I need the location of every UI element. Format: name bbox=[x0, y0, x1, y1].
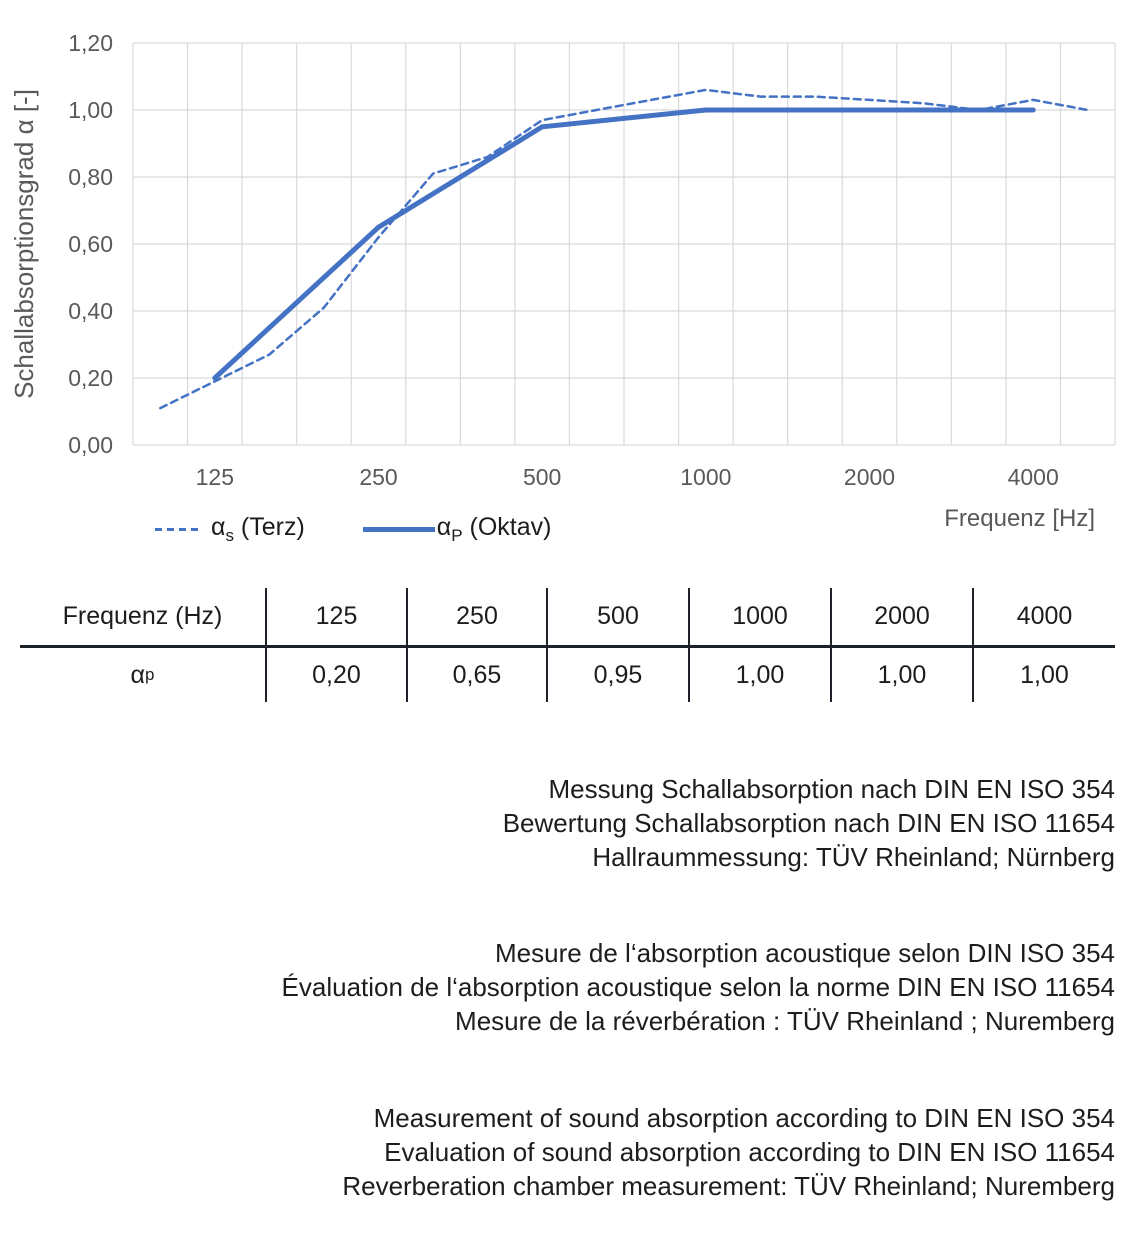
absorption-line-chart: 0,00 0,20 0,40 0,60 0,80 1,00 1,20 125 250 500 100… bbox=[9, 30, 1116, 532]
table-header-row: Frequenz (Hz) 125 250 500 1000 2000 4000 bbox=[20, 588, 1115, 648]
series-alpha-s-terz bbox=[159, 88, 1089, 410]
y-axis-title: Schallabsorptionsgrad α [-] bbox=[9, 89, 39, 399]
legend-alpha-s-subscript: s bbox=[225, 525, 234, 545]
table-header-freq: 500 bbox=[548, 588, 690, 645]
x-axis-title: Frequenz [Hz] bbox=[944, 505, 1095, 532]
note-line: Mesure de la réverbération : TÜV Rheinla… bbox=[455, 1006, 1115, 1036]
note-line: Évaluation de l‘absorption acoustique se… bbox=[281, 972, 1115, 1002]
alpha-p-subscript: p bbox=[144, 665, 155, 684]
y-tick-label: 0,40 bbox=[68, 298, 113, 324]
y-tick-label: 1,00 bbox=[68, 97, 113, 123]
legend-label-alpha-p: αP (Oktav) bbox=[437, 513, 552, 546]
legend-alpha-p-symbol: α bbox=[436, 512, 452, 541]
note-line: Messung Schallabsorption nach DIN EN ISO… bbox=[548, 774, 1115, 804]
x-tick-label: 250 bbox=[359, 464, 397, 490]
table-header-freq: 125 bbox=[267, 588, 408, 645]
note-line: Bewertung Schallabsorption nach DIN EN I… bbox=[502, 808, 1115, 838]
y-tick-label: 0,60 bbox=[68, 231, 113, 257]
y-tick-label: 0,00 bbox=[68, 432, 113, 458]
y-tick-label: 1,20 bbox=[68, 30, 113, 56]
table-header-freq: 2000 bbox=[832, 588, 974, 645]
x-tick-label: 125 bbox=[196, 464, 234, 490]
legend-dashed-line-sample bbox=[155, 527, 203, 531]
y-tick-label: 0,20 bbox=[68, 365, 113, 391]
x-tick-label: 500 bbox=[523, 464, 561, 490]
absorption-table: Frequenz (Hz) 125 250 500 1000 2000 4000… bbox=[20, 588, 1115, 702]
chart-legend: αs (Terz) αP (Oktav) bbox=[155, 512, 551, 546]
x-tick-label: 4000 bbox=[1008, 464, 1059, 490]
legend-alpha-p-subscript: P bbox=[451, 525, 463, 545]
note-french: Mesure de l‘absorption acoustique selon … bbox=[282, 936, 1115, 1038]
note-line: Reverberation chamber measurement: TÜV R… bbox=[342, 1171, 1115, 1201]
legend-item-alpha-s: αs (Terz) bbox=[155, 513, 305, 546]
table-value: 1,00 bbox=[1020, 660, 1069, 689]
note-line: Evaluation of sound absorption according… bbox=[384, 1137, 1115, 1167]
table-value: 0,65 bbox=[408, 648, 548, 702]
alpha-symbol: α bbox=[130, 660, 145, 689]
legend-item-alpha-p: αP (Oktav) bbox=[362, 513, 552, 546]
table-value: 0,95 bbox=[548, 648, 690, 702]
legend-label-alpha-s: αs (Terz) bbox=[211, 513, 305, 546]
x-tick-label: 1000 bbox=[680, 464, 731, 490]
legend-alpha-p-text: (Oktav) bbox=[462, 512, 552, 541]
legend-solid-line-sample bbox=[362, 526, 435, 532]
table-value: 0,20 bbox=[267, 648, 408, 702]
note-line: Measurement of sound absorption accordin… bbox=[373, 1103, 1115, 1133]
legend-alpha-s-symbol: α bbox=[211, 512, 226, 541]
table-header-freq: 4000 bbox=[1016, 602, 1073, 630]
note-line: Hallraummessung: TÜV Rheinland; Nürnberg bbox=[592, 842, 1115, 872]
note-german: Messung Schallabsorption nach DIN EN ISO… bbox=[503, 772, 1115, 874]
table-header-label: Frequenz (Hz) bbox=[20, 588, 267, 645]
y-tick-label: 0,80 bbox=[68, 164, 113, 190]
note-english: Measurement of sound absorption accordin… bbox=[342, 1101, 1115, 1203]
series-alpha-p-oktav bbox=[212, 107, 1036, 381]
note-line: Mesure de l‘absorption acoustique selon … bbox=[494, 938, 1115, 968]
table-value: 1,00 bbox=[690, 648, 832, 702]
table-value: 1,00 bbox=[832, 648, 974, 702]
table-header-freq: 250 bbox=[408, 588, 548, 645]
table-header-freq: 1000 bbox=[690, 588, 832, 645]
legend-alpha-s-text: (Terz) bbox=[233, 512, 305, 541]
x-tick-label: 2000 bbox=[844, 464, 895, 490]
